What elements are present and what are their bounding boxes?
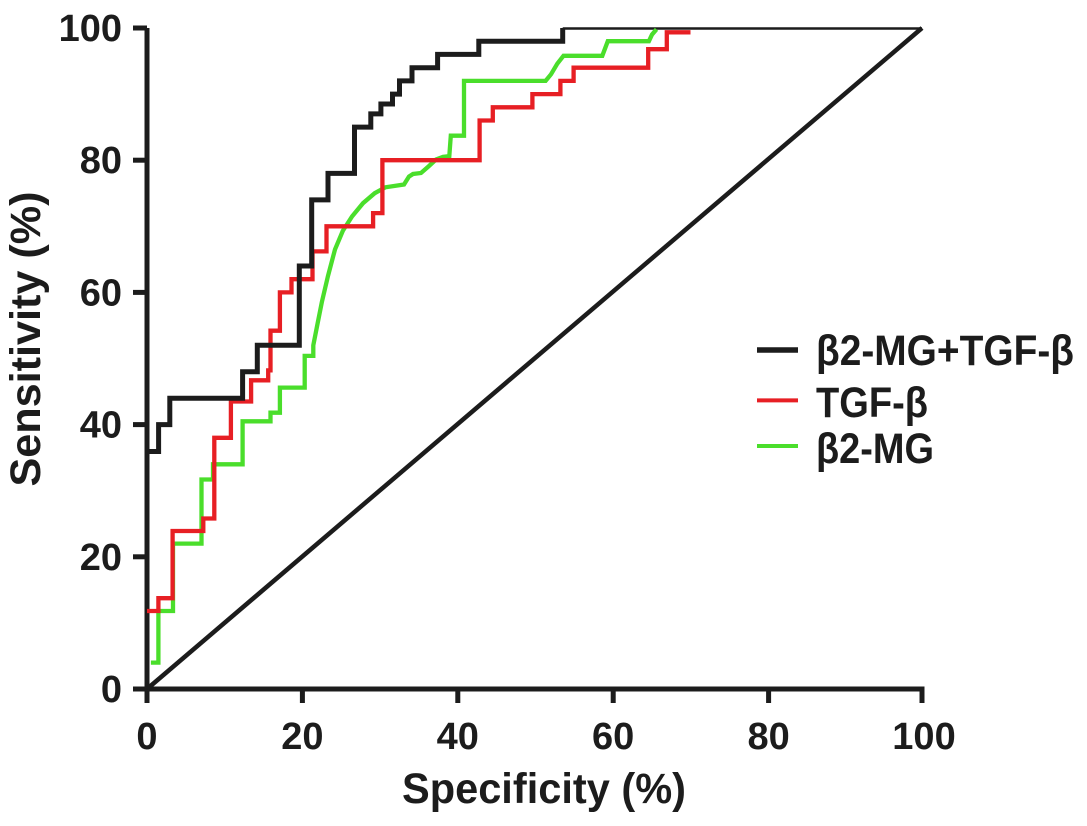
svg-text:Specificity (%): Specificity (%)	[402, 765, 686, 813]
svg-text:20: 20	[281, 716, 323, 758]
svg-text:100: 100	[59, 8, 122, 50]
svg-text:60: 60	[592, 716, 634, 758]
svg-text:80: 80	[747, 716, 789, 758]
svg-text:100: 100	[892, 716, 955, 758]
svg-text:60: 60	[80, 272, 122, 314]
svg-text:40: 40	[437, 716, 479, 758]
svg-text:80: 80	[80, 140, 122, 182]
svg-text:0: 0	[101, 669, 122, 711]
svg-text:0: 0	[136, 716, 157, 758]
svg-text:β2-MG+TGF-β: β2-MG+TGF-β	[816, 327, 1074, 375]
svg-text:β2-MG: β2-MG	[816, 425, 934, 473]
svg-text:40: 40	[80, 405, 122, 447]
svg-text:TGF-β: TGF-β	[816, 379, 928, 427]
svg-text:20: 20	[80, 537, 122, 579]
svg-text:Sensitivity (%): Sensitivity (%)	[2, 192, 50, 487]
